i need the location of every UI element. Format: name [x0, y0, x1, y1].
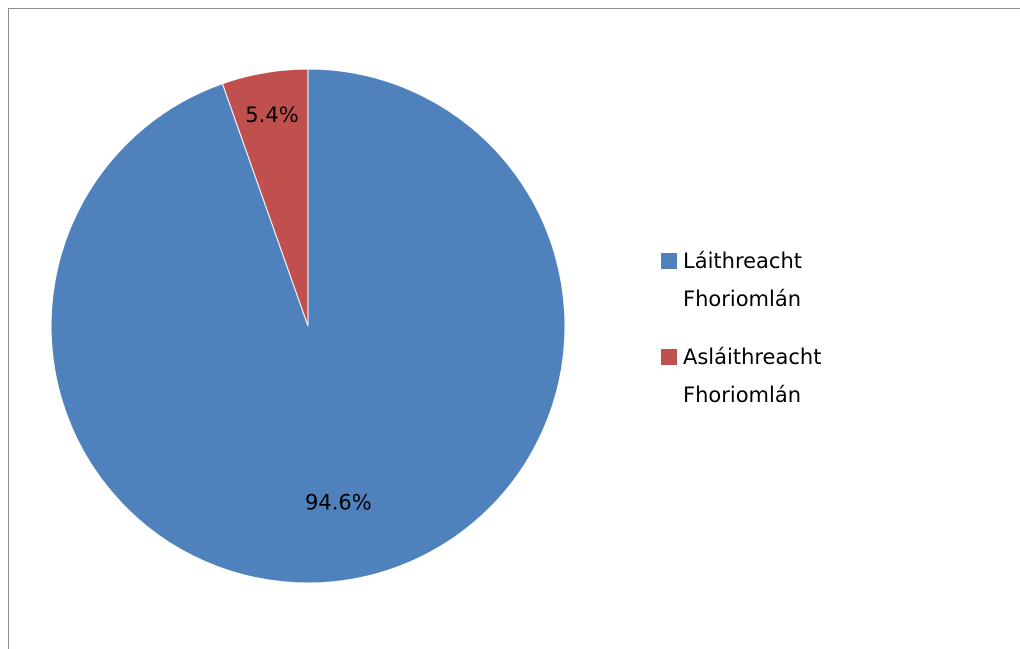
legend-entry: Asláithreacht Fhoriomlán: [661, 338, 1001, 414]
legend-label: Asláithreacht Fhoriomlán: [683, 345, 822, 407]
data-label: 5.4%: [245, 103, 298, 127]
legend-entry: Láithreacht Fhoriomlán: [661, 242, 1001, 318]
chart-border: [8, 8, 1020, 649]
pie-slice: [221, 68, 309, 327]
legend-swatch: [661, 349, 677, 365]
legend-swatch: [661, 253, 677, 269]
data-label: 94.6%: [305, 490, 372, 514]
legend-label: Láithreacht Fhoriomlán: [683, 249, 802, 311]
